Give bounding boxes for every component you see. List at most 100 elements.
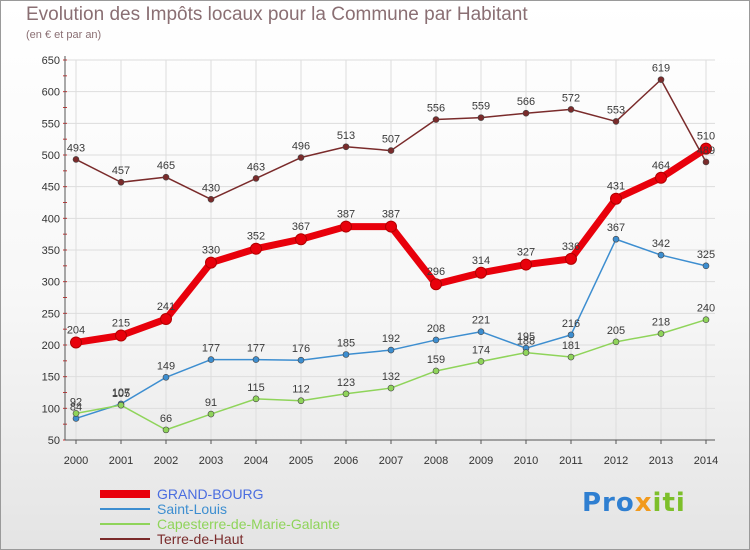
data-label-grand-bourg: 387 <box>382 209 400 221</box>
x-tick-label: 2012 <box>604 455 628 467</box>
x-tick-label: 2004 <box>244 455 268 467</box>
data-label-terre-de-haut: 553 <box>607 104 625 116</box>
chart-subtitle: (en € et par an) <box>26 29 102 41</box>
data-point-saint-louis <box>297 356 305 364</box>
data-point-terre-de-haut <box>612 118 620 125</box>
data-label-saint-louis: 177 <box>202 343 220 355</box>
data-label-grand-bourg: 296 <box>427 266 445 278</box>
data-label-saint-louis: 216 <box>562 318 580 330</box>
x-tick-label: 2001 <box>109 455 133 467</box>
data-point-terre-de-haut <box>207 196 215 203</box>
legend-label-terre-de-haut: Terre-de-Haut <box>157 531 243 547</box>
data-label-grand-bourg: 510 <box>697 131 715 143</box>
data-point-terre-de-haut <box>72 156 80 163</box>
data-point-terre-de-haut <box>702 158 710 166</box>
data-point-terre-de-haut <box>117 178 125 186</box>
x-tick-label: 2006 <box>334 455 358 467</box>
data-point-capesterre-de-marie-galante <box>342 390 350 398</box>
data-point-capesterre-de-marie-galante <box>72 410 80 417</box>
data-point-saint-louis <box>567 331 575 339</box>
axes: 50 100 150 200 250 300 350 400 450 500 550 600 650 20… <box>42 55 719 467</box>
x-tick-label: 2002 <box>154 455 178 467</box>
x-tick-label: 2007 <box>379 455 403 467</box>
legend: GRAND-BOURGSaint-LouisCapesterre-de-Mari… <box>100 486 340 547</box>
series-lines <box>70 76 712 434</box>
data-label-grand-bourg: 352 <box>247 231 265 243</box>
data-point-terre-de-haut <box>252 175 260 182</box>
y-tick-label: 250 <box>42 308 60 320</box>
data-label-terre-de-haut: 513 <box>337 130 355 142</box>
x-tick-label: 2000 <box>64 455 88 467</box>
data-label-grand-bourg: 204 <box>67 324 85 336</box>
legend-label-saint-louis: Saint-Louis <box>157 501 227 517</box>
data-point-saint-louis <box>657 251 665 259</box>
data-label-terre-de-haut: 493 <box>67 142 85 154</box>
data-point-grand-bourg <box>295 233 307 246</box>
x-tick-label: 2009 <box>469 455 493 467</box>
data-point-capesterre-de-marie-galante <box>252 395 260 403</box>
data-label-saint-louis: 192 <box>382 333 400 345</box>
data-label-terre-de-haut: 619 <box>652 63 670 75</box>
data-label-grand-bourg: 241 <box>157 301 175 313</box>
data-point-capesterre-de-marie-galante <box>477 358 485 365</box>
data-label-capesterre-de-marie-galante: 188 <box>517 336 535 348</box>
data-point-saint-louis <box>477 328 485 336</box>
data-label-grand-bourg: 314 <box>472 255 490 267</box>
x-tick-label: 2008 <box>424 455 448 467</box>
logo-part: x <box>634 488 653 518</box>
data-label-saint-louis: 195 <box>517 331 535 343</box>
data-label-terre-de-haut: 465 <box>157 160 175 172</box>
data-point-capesterre-de-marie-galante <box>657 330 665 337</box>
data-point-grand-bourg <box>115 329 127 342</box>
data-point-grand-bourg <box>655 171 667 184</box>
x-tick-label: 2010 <box>514 455 538 467</box>
y-tick-label: 150 <box>42 372 60 384</box>
x-tick-label: 2003 <box>199 455 223 467</box>
data-label-grand-bourg: 387 <box>337 209 355 221</box>
data-point-grand-bourg <box>700 142 712 155</box>
data-point-terre-de-haut <box>477 114 485 121</box>
data-point-capesterre-de-marie-galante <box>612 338 620 346</box>
data-point-grand-bourg <box>205 256 217 269</box>
data-point-saint-louis <box>612 235 620 243</box>
data-label-terre-de-haut: 572 <box>562 92 580 104</box>
data-label-terre-de-haut: 556 <box>427 103 445 115</box>
data-point-capesterre-de-marie-galante <box>387 384 395 392</box>
logo-part: Pro <box>582 488 635 518</box>
data-label-capesterre-de-marie-galante: 181 <box>562 340 580 352</box>
data-point-terre-de-haut <box>522 109 530 117</box>
data-label-capesterre-de-marie-galante: 112 <box>292 384 310 396</box>
y-tick-label: 650 <box>42 55 60 67</box>
gridlines <box>65 59 715 441</box>
data-point-terre-de-haut <box>657 76 665 83</box>
data-label-grand-bourg: 464 <box>652 160 670 172</box>
y-tick-label: 400 <box>42 213 60 225</box>
data-label-terre-de-haut: 566 <box>517 96 535 108</box>
data-point-grand-bourg <box>70 336 82 349</box>
data-point-capesterre-de-marie-galante <box>207 410 215 418</box>
data-point-grand-bourg <box>520 258 532 271</box>
data-point-grand-bourg <box>385 220 397 233</box>
data-label-terre-de-haut: 496 <box>292 141 310 153</box>
chart-title: Evolution des Impôts locaux pour la Comm… <box>26 4 528 25</box>
data-point-saint-louis <box>432 336 440 344</box>
data-point-saint-louis <box>207 356 215 363</box>
data-point-terre-de-haut <box>162 173 170 181</box>
data-point-grand-bourg <box>340 220 352 233</box>
data-label-capesterre-de-marie-galante: 115 <box>247 382 265 394</box>
y-tick-label: 350 <box>42 245 60 257</box>
data-point-terre-de-haut <box>342 143 350 151</box>
data-label-saint-louis: 177 <box>247 343 265 355</box>
data-label-terre-de-haut: 463 <box>247 161 265 173</box>
data-label-grand-bourg: 431 <box>607 181 625 193</box>
proxiti-logo: Proxiti <box>582 488 686 518</box>
data-label-capesterre-de-marie-galante: 123 <box>337 377 355 389</box>
y-tick-label: 500 <box>42 150 60 162</box>
legend-label-capesterre-de-marie-galante: Capesterre-de-Marie-Galante <box>157 516 340 532</box>
data-label-grand-bourg: 327 <box>517 247 535 259</box>
data-point-terre-de-haut <box>567 106 575 113</box>
data-point-grand-bourg <box>610 192 622 205</box>
data-label-saint-louis: 176 <box>292 343 310 355</box>
y-tick-label: 450 <box>42 182 60 194</box>
